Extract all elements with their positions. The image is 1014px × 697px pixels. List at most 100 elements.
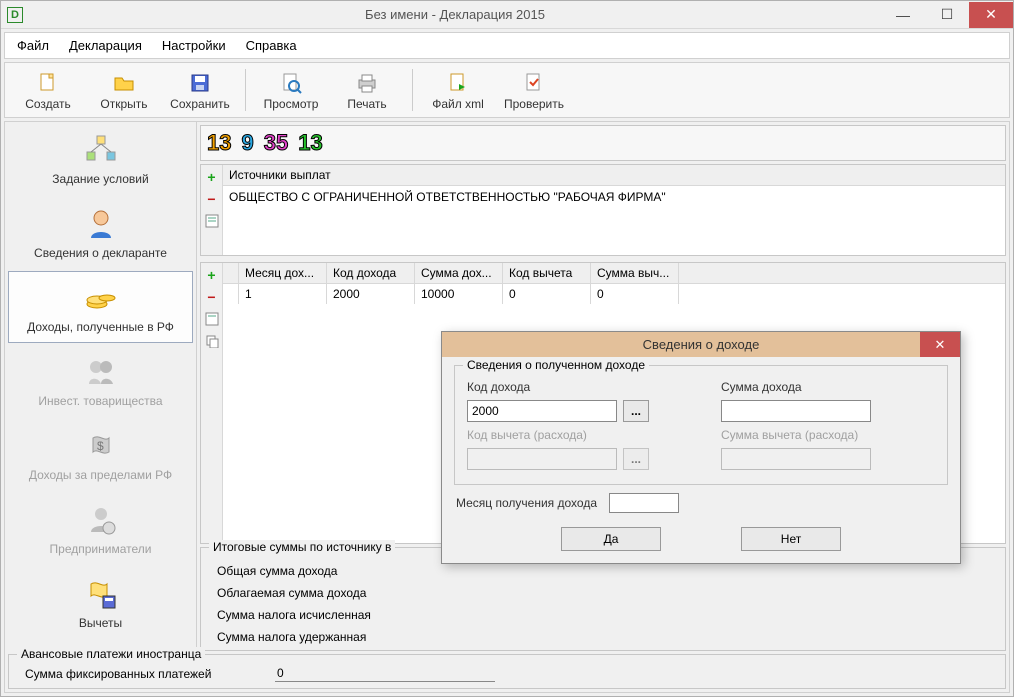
sidebar-income-abroad-label: Доходы за пределами РФ	[29, 468, 172, 482]
sources-mini-toolbar: + −	[201, 165, 223, 255]
maximize-button[interactable]: ☐	[925, 2, 969, 28]
menubar: Файл Декларация Настройки Справка	[4, 32, 1010, 59]
menu-declaration[interactable]: Декларация	[65, 36, 146, 55]
toolbar-sep-1	[245, 69, 246, 111]
dialog-no-button[interactable]: Нет	[741, 527, 841, 551]
toolbar-save-label: Сохранить	[170, 97, 230, 111]
window-title: Без имени - Декларация 2015	[29, 7, 881, 22]
check-icon	[522, 71, 546, 95]
ded-code-lookup-button: ...	[623, 448, 649, 470]
sidebar-entrepreneurs-label: Предприниматели	[50, 542, 152, 556]
dialog-fieldset: Сведения о полученном доходе Код дохода …	[454, 365, 948, 485]
copy-income-icon[interactable]	[204, 333, 220, 349]
income-row-1[interactable]: 1 2000 10000 0 0	[223, 284, 1005, 304]
toolbar-file-xml[interactable]: Файл xml	[421, 67, 495, 113]
menu-settings[interactable]: Настройки	[158, 36, 230, 55]
month-input[interactable]	[609, 493, 679, 513]
cell-ded-code: 0	[503, 284, 591, 304]
save-icon	[188, 71, 212, 95]
dialog-title-text: Сведения о доходе	[643, 337, 760, 352]
th-sum[interactable]: Сумма дох...	[415, 263, 503, 283]
ded-sum-label: Сумма вычета (расхода)	[721, 428, 935, 442]
tax-calc-label: Сумма налога исчисленная	[217, 608, 467, 622]
sum-input[interactable]	[721, 400, 871, 422]
th-ded-code[interactable]: Код вычета	[503, 263, 591, 283]
month-label: Месяц получения дохода	[456, 496, 597, 510]
tax-withheld-label: Сумма налога удержанная	[217, 630, 467, 644]
cell-month: 1	[239, 284, 327, 304]
toolbar-check[interactable]: Проверить	[497, 67, 571, 113]
th-month[interactable]: Месяц дох...	[239, 263, 327, 283]
toolbar: Создать Открыть Сохранить Просмотр Печат…	[4, 62, 1010, 118]
income-abroad-icon: $	[83, 428, 119, 464]
add-income-icon[interactable]: +	[204, 267, 220, 283]
toolbar-create[interactable]: Создать	[11, 67, 85, 113]
rate-13b[interactable]: 13	[298, 130, 322, 156]
print-icon	[355, 71, 379, 95]
toolbar-print-label: Печать	[347, 97, 386, 111]
dialog-close-button[interactable]: ✕	[920, 332, 960, 357]
sidebar-declarant[interactable]: Сведения о декларанте	[8, 197, 193, 269]
code-input[interactable]	[467, 400, 617, 422]
menu-file[interactable]: Файл	[13, 36, 53, 55]
dialog-fieldset-legend: Сведения о полученном доходе	[463, 358, 649, 372]
sources-panel: + − Источники выплат ОБЩЕСТВО С ОГРАНИЧЕ…	[200, 164, 1006, 256]
sidebar: Задание условий Сведения о декларанте До…	[5, 122, 197, 654]
dialog-yes-button[interactable]: Да	[561, 527, 661, 551]
th-ded-sum[interactable]: Сумма выч...	[591, 263, 679, 283]
deductions-icon	[83, 576, 119, 612]
sidebar-deductions[interactable]: Вычеты	[8, 567, 193, 639]
toolbar-open[interactable]: Открыть	[87, 67, 161, 113]
sidebar-income-rf-label: Доходы, полученные в РФ	[27, 320, 174, 334]
minimize-button[interactable]: —	[881, 2, 925, 28]
taxable-income-label: Облагаемая сумма дохода	[217, 586, 467, 600]
cell-ded-sum: 0	[591, 284, 679, 304]
rate-13a[interactable]: 13	[207, 130, 231, 156]
code-lookup-button[interactable]: ...	[623, 400, 649, 422]
toolbar-print[interactable]: Печать	[330, 67, 404, 113]
advance-legend: Авансовые платежи иностранца	[17, 647, 205, 661]
sidebar-conditions[interactable]: Задание условий	[8, 123, 193, 195]
sidebar-income-rf[interactable]: Доходы, полученные в РФ	[8, 271, 193, 343]
invest-icon	[83, 354, 119, 390]
add-source-icon[interactable]: +	[204, 169, 220, 185]
close-button[interactable]: ✕	[969, 2, 1013, 28]
toolbar-open-label: Открыть	[100, 97, 147, 111]
conditions-icon	[83, 132, 119, 168]
edit-income-icon[interactable]	[204, 311, 220, 327]
totals-legend: Итоговые суммы по источнику в	[209, 540, 395, 554]
income-dialog: Сведения о доходе ✕ Сведения о полученно…	[441, 331, 961, 564]
sum-label: Сумма дохода	[721, 380, 935, 394]
income-mini-toolbar: + −	[201, 263, 223, 543]
cell-sum: 10000	[415, 284, 503, 304]
preview-icon	[279, 71, 303, 95]
code-label: Код дохода	[467, 380, 681, 394]
fixed-payments-label: Сумма фиксированных платежей	[25, 667, 275, 681]
remove-source-icon[interactable]: −	[204, 191, 220, 207]
window-controls: — ☐ ✕	[881, 2, 1013, 28]
sources-header: Источники выплат	[223, 165, 1005, 186]
declarant-icon	[83, 206, 119, 242]
source-row-1[interactable]: ОБЩЕСТВО С ОГРАНИЧЕННОЙ ОТВЕТСТВЕННОСТЬЮ…	[223, 186, 1005, 208]
advance-group: Авансовые платежи иностранца Сумма фикси…	[8, 654, 1006, 689]
app-icon: D	[7, 7, 23, 23]
toolbar-save[interactable]: Сохранить	[163, 67, 237, 113]
rate-35[interactable]: 35	[264, 130, 288, 156]
svg-text:$: $	[97, 439, 104, 453]
edit-source-icon[interactable]	[204, 213, 220, 229]
cell-code: 2000	[327, 284, 415, 304]
toolbar-file-xml-label: Файл xml	[432, 97, 484, 111]
remove-income-icon[interactable]: −	[204, 289, 220, 305]
toolbar-preview[interactable]: Просмотр	[254, 67, 328, 113]
dialog-titlebar[interactable]: Сведения о доходе ✕	[442, 332, 960, 357]
menu-help[interactable]: Справка	[242, 36, 301, 55]
income-table-header: Месяц дох... Код дохода Сумма дох... Код…	[223, 263, 1005, 284]
sidebar-entrepreneurs: Предприниматели	[8, 493, 193, 565]
titlebar: D Без имени - Декларация 2015 — ☐ ✕	[1, 1, 1013, 29]
xml-file-icon	[446, 71, 470, 95]
rates-bar: 13 9 35 13	[200, 125, 1006, 161]
folder-open-icon	[112, 71, 136, 95]
rate-9[interactable]: 9	[241, 130, 253, 156]
fixed-payments-input[interactable]	[275, 665, 495, 682]
th-code[interactable]: Код дохода	[327, 263, 415, 283]
